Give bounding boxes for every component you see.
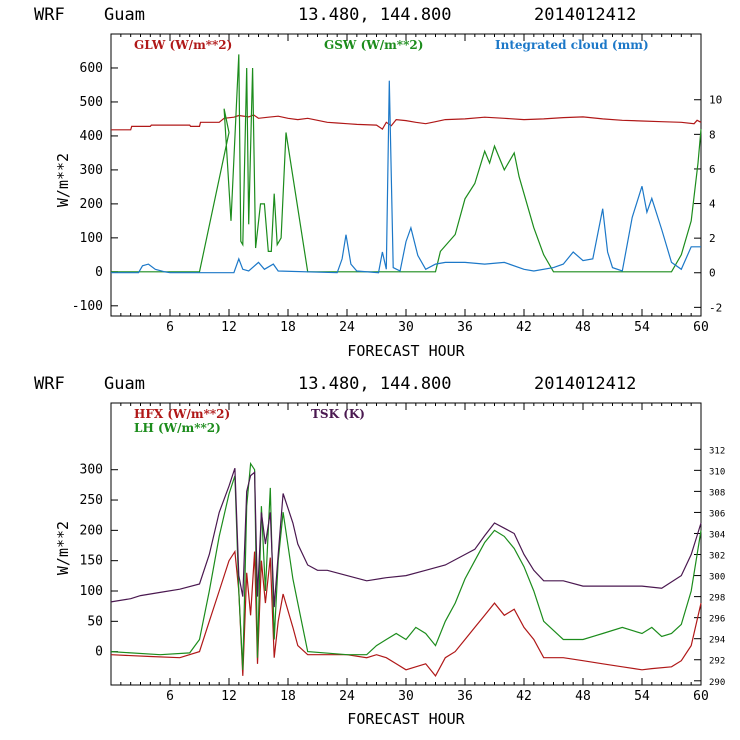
y-tick-label: 200 [80, 523, 103, 538]
x-tick-label: 48 [575, 320, 591, 335]
plot-frame [110, 33, 702, 317]
y2-tick-label: 292 [709, 657, 725, 667]
series-line-hfx [110, 549, 702, 677]
y-tick-label: -100 [72, 299, 103, 314]
y-tick-label: 200 [80, 197, 103, 212]
panel1-run: 2014012412 [534, 5, 636, 25]
panel1-ylabel: W/m**2 [54, 153, 72, 207]
x-tick-label: 42 [516, 320, 532, 335]
y2-tick-label: 296 [709, 615, 725, 625]
y2-tick-label: 312 [709, 446, 725, 456]
panel1-model: WRF [34, 5, 65, 25]
x-tick-label: 36 [457, 689, 473, 704]
x-tick-label: 30 [398, 320, 414, 335]
y2-tick-label: 306 [709, 509, 725, 519]
y-tick-label: 500 [80, 95, 103, 110]
x-tick-label: 60 [693, 320, 709, 335]
panel2-model: WRF [34, 374, 65, 394]
x-tick-label: 48 [575, 689, 591, 704]
y-tick-label: 0 [95, 265, 103, 280]
panel2-site: Guam [104, 374, 145, 394]
panel2-legend-hfx: HFX (W/m**2) [134, 407, 230, 421]
y-tick-label: 600 [80, 61, 103, 76]
y2-tick-label: 300 [709, 573, 725, 583]
y2-tick-label: 298 [709, 594, 725, 604]
x-tick-label: 36 [457, 320, 473, 335]
x-tick-label: 24 [339, 320, 355, 335]
panel1-legend-glw: GLW (W/m**2) [134, 38, 232, 52]
panel1-xlabel: FORECAST HOUR [347, 342, 465, 360]
x-tick-label: 18 [280, 689, 296, 704]
x-tick-label: 6 [166, 689, 174, 704]
x-tick-label: 42 [516, 689, 532, 704]
y-tick-label: 0 [95, 645, 103, 660]
panel2-plot: 6 12 18 24 30 36 42 48 54 60 0 50 100 150 200 250 300 290… [80, 402, 725, 704]
y2-tick-label: 6 [709, 163, 716, 176]
panel1-legend-cloud: Integrated cloud (mm) [495, 38, 649, 52]
panel1-plot: 6 12 18 24 30 36 42 48 54 60-10001002003004005006… [72, 33, 722, 335]
y-tick-label: 50 [87, 614, 103, 629]
series-line-glw [111, 114, 702, 131]
panel1-coords: 13.480, 144.800 [298, 5, 452, 25]
y-tick-label: 300 [80, 163, 103, 178]
y-tick-label: 150 [80, 554, 103, 569]
y2-tick-label: 0 [709, 267, 716, 280]
y2-tick-label: -2 [709, 301, 722, 314]
series-line-lh [110, 461, 702, 670]
y2-tick-label: 290 [709, 678, 725, 688]
x-tick-label: 54 [634, 689, 650, 704]
x-tick-label: 18 [280, 320, 296, 335]
y2-tick-label: 10 [709, 94, 722, 107]
panel1-legend-gsw: GSW (W/m**2) [324, 38, 423, 52]
y2-tick-label: 294 [709, 636, 725, 646]
x-tick-label: 60 [693, 689, 709, 704]
y-tick-label: 100 [80, 584, 103, 599]
panel2-run: 2014012412 [534, 374, 636, 394]
panel2-legend-tsk: TSK (K) [311, 407, 365, 421]
y-tick-label: 400 [80, 129, 103, 144]
series-line-tsk [110, 468, 702, 608]
x-tick-label: 12 [221, 320, 237, 335]
y2-tick-label: 308 [709, 488, 725, 498]
y2-tick-label: 302 [709, 552, 725, 562]
y2-tick-label: 8 [709, 128, 716, 141]
x-tick-label: 54 [634, 320, 650, 335]
panel2-xlabel: FORECAST HOUR [347, 710, 465, 728]
x-tick-label: 12 [221, 689, 237, 704]
y2-tick-label: 310 [709, 467, 725, 477]
panel2-legend-lh: LH (W/m**2) [134, 421, 221, 435]
y2-tick-label: 304 [709, 530, 725, 540]
panel2-ylabel: W/m**2 [54, 521, 72, 575]
y-tick-label: 100 [80, 231, 103, 246]
y-tick-label: 300 [80, 463, 103, 478]
x-tick-label: 30 [398, 689, 414, 704]
x-tick-label: 6 [166, 320, 174, 335]
x-tick-label: 24 [339, 689, 355, 704]
panel2-coords: 13.480, 144.800 [298, 374, 452, 394]
y-tick-label: 250 [80, 493, 103, 508]
y2-tick-label: 4 [709, 198, 716, 211]
series-line-integrated [111, 80, 701, 274]
panel1-site: Guam [104, 5, 145, 25]
y2-tick-label: 2 [709, 232, 716, 245]
plot-frame [110, 402, 702, 686]
series-line-gsw [111, 54, 702, 273]
